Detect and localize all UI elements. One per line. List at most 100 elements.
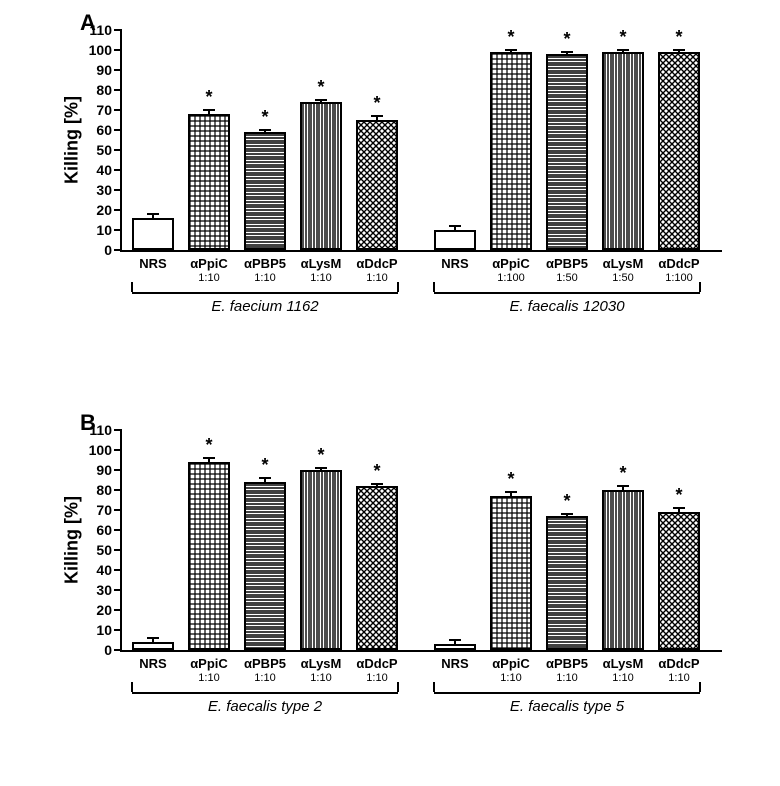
bar <box>490 496 532 650</box>
y-tick <box>114 649 122 651</box>
y-tick-label: 100 <box>78 42 112 58</box>
y-tick-label: 40 <box>78 162 112 178</box>
x-tick-label: αDdcP <box>356 656 397 671</box>
x-tick-sublabel: 1:10 <box>198 272 219 284</box>
panel-a: A Killing [%] 0102030405060708090100110N… <box>60 20 740 320</box>
y-tick-label: 70 <box>78 102 112 118</box>
bar <box>188 462 230 650</box>
x-tick-label: αDdcP <box>658 256 699 271</box>
x-tick-sublabel: 1:50 <box>556 272 577 284</box>
group-bracket-tick <box>397 682 399 692</box>
error-cap <box>449 639 461 641</box>
y-tick-label: 90 <box>78 62 112 78</box>
group-bracket-tick <box>699 282 701 292</box>
x-tick-sublabel: 1:50 <box>612 272 633 284</box>
bar <box>546 516 588 650</box>
group-label: E. faecalis type 2 <box>208 698 322 715</box>
y-tick <box>114 609 122 611</box>
y-tick-label: 0 <box>78 642 112 658</box>
y-tick <box>114 109 122 111</box>
x-tick-sublabel: 1:10 <box>366 672 387 684</box>
error-cap <box>203 457 215 459</box>
bar <box>658 52 700 250</box>
x-tick-label: αLysM <box>301 256 342 271</box>
bar <box>602 490 644 650</box>
y-tick-label: 100 <box>78 442 112 458</box>
page: A Killing [%] 0102030405060708090100110N… <box>0 0 780 786</box>
x-tick-label: αDdcP <box>356 256 397 271</box>
error-cap <box>673 507 685 509</box>
bar <box>356 120 398 250</box>
significance-star: * <box>563 491 570 512</box>
bar <box>546 54 588 250</box>
group-label: E. faecalis 12030 <box>509 298 624 315</box>
bar <box>658 512 700 650</box>
y-tick-label: 110 <box>78 22 112 38</box>
bar <box>132 218 174 250</box>
error-cap <box>147 637 159 639</box>
group-bracket <box>434 692 700 694</box>
x-tick-sublabel: 1:100 <box>665 272 693 284</box>
error-cap <box>561 513 573 515</box>
x-tick-sublabel: 1:10 <box>612 672 633 684</box>
x-tick-label: αPBP5 <box>546 656 588 671</box>
y-tick <box>114 509 122 511</box>
y-tick <box>114 129 122 131</box>
x-tick-label: NRS <box>139 256 166 271</box>
y-tick-label: 70 <box>78 502 112 518</box>
x-tick-sublabel: 1:10 <box>310 272 331 284</box>
x-tick-sublabel: 1:10 <box>198 672 219 684</box>
error-cap <box>617 485 629 487</box>
x-tick-label: αPpiC <box>492 256 530 271</box>
y-tick-label: 40 <box>78 562 112 578</box>
y-tick <box>114 229 122 231</box>
bar <box>356 486 398 650</box>
significance-star: * <box>619 463 626 484</box>
x-tick-label: αLysM <box>603 256 644 271</box>
error-cap <box>673 49 685 51</box>
x-tick-label: αPpiC <box>190 256 228 271</box>
x-tick-label: αPBP5 <box>244 656 286 671</box>
bar <box>244 482 286 650</box>
group-bracket <box>132 692 398 694</box>
error-cap <box>259 129 271 131</box>
y-tick <box>114 449 122 451</box>
group-bracket-tick <box>433 282 435 292</box>
y-tick-label: 90 <box>78 462 112 478</box>
error-cap <box>561 51 573 53</box>
x-tick-sublabel: 1:10 <box>366 272 387 284</box>
error-cap <box>371 115 383 117</box>
significance-star: * <box>563 29 570 50</box>
y-tick-label: 60 <box>78 522 112 538</box>
error-cap <box>371 483 383 485</box>
y-tick <box>114 49 122 51</box>
significance-star: * <box>675 27 682 48</box>
significance-star: * <box>205 435 212 456</box>
significance-star: * <box>675 485 682 506</box>
significance-star: * <box>619 27 626 48</box>
group-bracket-tick <box>699 682 701 692</box>
error-cap <box>259 477 271 479</box>
group-bracket-tick <box>131 682 133 692</box>
x-tick-label: αLysM <box>301 656 342 671</box>
y-tick-label: 10 <box>78 622 112 638</box>
x-tick-sublabel: 1:10 <box>310 672 331 684</box>
x-tick-sublabel: 1:100 <box>497 272 525 284</box>
y-tick-label: 50 <box>78 142 112 158</box>
error-cap <box>617 49 629 51</box>
significance-star: * <box>317 77 324 98</box>
group-bracket-tick <box>433 682 435 692</box>
y-tick <box>114 69 122 71</box>
x-tick-sublabel: 1:10 <box>254 672 275 684</box>
y-tick <box>114 529 122 531</box>
group-bracket <box>434 292 700 294</box>
error-cap <box>505 49 517 51</box>
y-tick <box>114 149 122 151</box>
bar <box>244 132 286 250</box>
bar <box>300 102 342 250</box>
error-cap <box>505 491 517 493</box>
x-tick-label: αLysM <box>603 656 644 671</box>
y-tick-label: 50 <box>78 542 112 558</box>
chart-area-b: Killing [%] 0102030405060708090100110NRS… <box>120 430 722 652</box>
y-tick <box>114 589 122 591</box>
